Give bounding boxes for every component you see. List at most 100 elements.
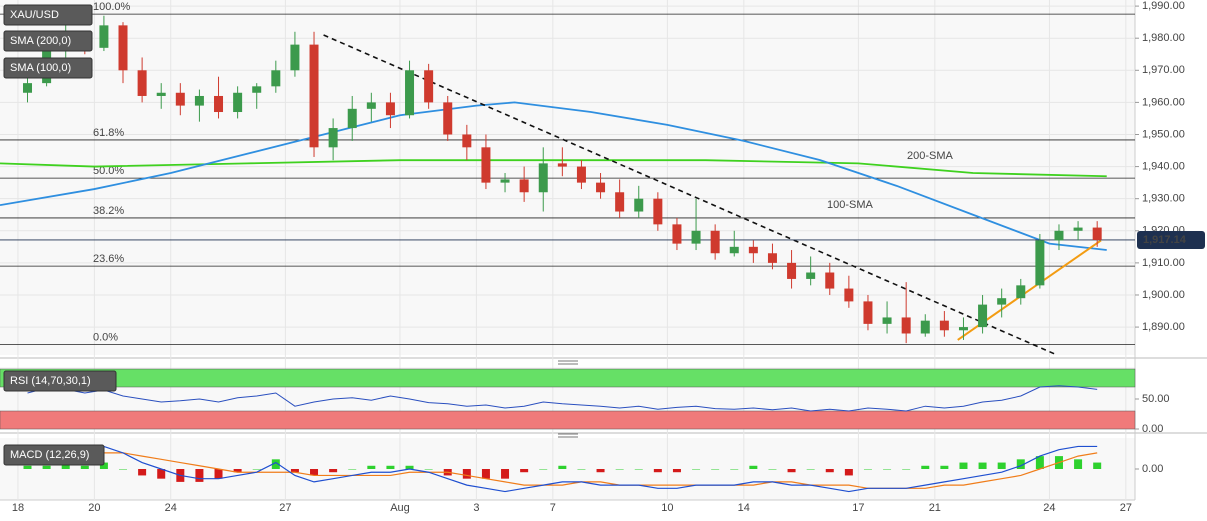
histogram-bar <box>787 469 796 473</box>
candle-body <box>443 102 453 135</box>
legend-label: SMA (100,0) <box>10 62 71 74</box>
legend-label: RSI (14,70,30,1) <box>10 375 91 387</box>
x-tick-label: 27 <box>1120 502 1132 514</box>
x-tick-label: 3 <box>473 502 479 514</box>
histogram-bar <box>1074 459 1083 469</box>
band <box>0 368 1136 388</box>
histogram-bar <box>290 469 299 473</box>
y-tick-label: 0.00 <box>1142 463 1163 475</box>
candle-body <box>557 163 567 167</box>
candle-body <box>290 44 300 71</box>
y-tick-label: 1,960.00 <box>1142 96 1185 108</box>
y-tick-label: 1,940.00 <box>1142 160 1185 172</box>
histogram-bar <box>902 469 911 470</box>
candle-body <box>118 25 128 71</box>
candle-body <box>653 198 663 225</box>
histogram-bar <box>596 469 605 473</box>
candle-body <box>787 262 797 279</box>
histogram-bar <box>405 465 414 469</box>
histogram-bar <box>768 469 777 470</box>
histogram-bar <box>252 469 261 470</box>
candle-body <box>825 272 835 289</box>
resize-handle[interactable] <box>558 360 578 365</box>
histogram-bar <box>99 462 108 469</box>
y-tick-label: 1,930.00 <box>1142 193 1185 205</box>
candle-body <box>1054 230 1064 241</box>
x-tick-label: 27 <box>279 502 291 514</box>
candle-body <box>175 92 185 106</box>
candle-body <box>729 246 739 254</box>
x-tick-label: 17 <box>852 502 864 514</box>
y-tick-label: 1,890.00 <box>1142 321 1185 333</box>
histogram-bar <box>978 462 987 469</box>
y-tick-label: 1,910.00 <box>1142 257 1185 269</box>
histogram-bar <box>1093 462 1102 469</box>
candle-body <box>978 304 988 328</box>
histogram-bar <box>233 469 242 473</box>
y-tick-label: 1,990.00 <box>1142 0 1185 12</box>
y-tick-label: 1,970.00 <box>1142 64 1185 76</box>
x-tick-label: 24 <box>165 502 177 514</box>
legend-box <box>3 30 93 52</box>
histogram-bar <box>959 462 968 469</box>
y-tick-label: 1,980.00 <box>1142 32 1185 44</box>
histogram-bar <box>730 469 739 470</box>
histogram-bar <box>672 469 681 473</box>
candle-body <box>1092 227 1102 240</box>
fib-label: 23.6% <box>93 253 124 265</box>
candle-body <box>576 166 586 183</box>
histogram-bar <box>501 469 510 479</box>
candle-body <box>691 230 701 244</box>
candle-body <box>1035 240 1045 286</box>
y-tick-label: 1,900.00 <box>1142 289 1185 301</box>
candle-body <box>137 70 147 96</box>
candle-body <box>424 70 434 103</box>
x-tick-label: 14 <box>738 502 750 514</box>
candle-body <box>500 179 510 183</box>
candle-body <box>958 327 968 331</box>
candle-body <box>997 298 1007 305</box>
main-panel <box>0 0 1135 355</box>
histogram-bar <box>634 469 643 470</box>
y-tick-label: 0.00 <box>1142 423 1163 435</box>
histogram-bar <box>558 465 567 469</box>
candle-body <box>844 288 854 302</box>
candle-body <box>538 163 548 193</box>
histogram-bar <box>42 465 51 469</box>
x-tick-label: 7 <box>550 502 556 514</box>
candle-body <box>806 272 816 279</box>
x-tick-label: 20 <box>88 502 100 514</box>
histogram-bar <box>577 469 586 470</box>
candle-body <box>233 92 243 113</box>
histogram-bar <box>348 469 357 470</box>
candle-body <box>462 134 472 148</box>
candle-body <box>309 44 319 148</box>
candle-body <box>271 70 281 87</box>
histogram-bar <box>711 469 720 470</box>
series-group <box>0 15 1135 355</box>
legend-box <box>3 4 93 26</box>
histogram-bar <box>481 469 490 479</box>
legend-box <box>3 370 117 392</box>
x-tick-label: 18 <box>12 502 24 514</box>
rsi-line <box>27 385 1098 412</box>
candle-body <box>710 230 720 254</box>
histogram-bar <box>692 469 701 470</box>
candle-body <box>214 95 224 113</box>
resize-handle[interactable] <box>558 433 578 438</box>
histogram-bar <box>653 469 662 473</box>
trendline <box>323 34 1058 355</box>
x-tick-label: 24 <box>1043 502 1055 514</box>
legend-label: MACD (12,26,9) <box>10 449 89 461</box>
histogram-bar <box>138 469 147 476</box>
candle-body <box>328 128 338 148</box>
legend-box <box>3 57 93 79</box>
histogram-bar <box>424 469 433 470</box>
candle-body <box>481 147 491 183</box>
histogram-bar <box>119 469 128 470</box>
fib-label: 38.2% <box>93 205 124 217</box>
fib-label: 0.0% <box>93 331 118 343</box>
histogram-bar <box>844 469 853 476</box>
histogram-bar <box>520 469 529 473</box>
